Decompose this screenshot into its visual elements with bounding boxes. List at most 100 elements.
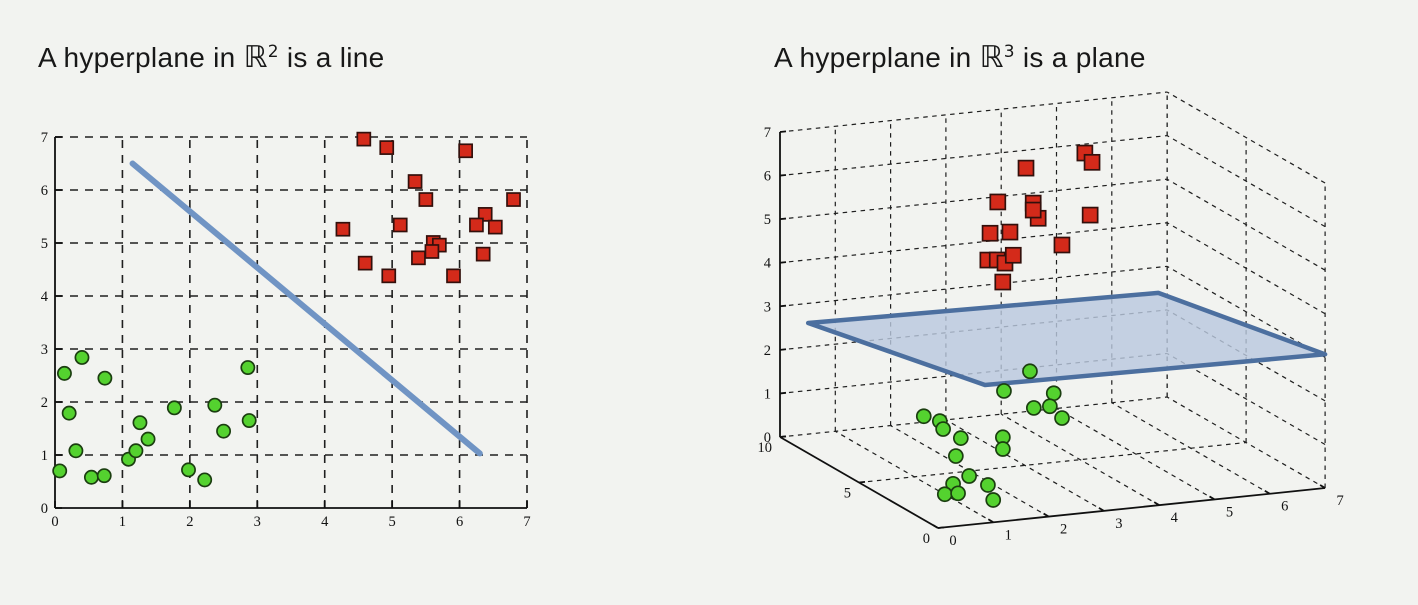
x-tick-label: 1 [119,514,126,530]
x-tick [1098,507,1105,512]
sidewall-gridline [1166,352,1326,445]
data-point-red [981,224,999,242]
data-point-green [995,441,1011,457]
title-text-prefix: A hyperplane in [38,42,244,73]
floor-gridline [945,419,1105,512]
z-tick [779,304,787,308]
data-point-red [418,192,434,207]
data-point-green [1025,400,1042,416]
separating-line [129,160,483,457]
data-point-green [140,431,156,447]
data-point-red [989,193,1007,211]
x-tick-label: 2 [1060,522,1067,538]
z-tick [779,217,787,221]
title-exponent: 2 [267,42,279,62]
data-point-red [407,174,423,189]
x-tick-label: 3 [1115,516,1122,532]
x-tick-label: 5 [1226,504,1233,520]
floor-gridline [1000,413,1160,506]
floor-gridline [1056,407,1215,500]
data-point-red [411,250,426,266]
right-chart-title: A hyperplane in ℝ3 is a plane [774,40,1146,75]
data-point-red [357,255,373,271]
data-point-red [381,268,397,284]
sidewall-gridline [1166,222,1326,315]
data-point-green [935,421,951,437]
floor-gridline [858,441,1247,484]
data-point-red [356,131,372,147]
data-point-green [96,468,112,484]
x-tick-label: 3 [254,514,261,530]
data-point-green [181,462,196,478]
x-tick-label: 1 [1005,527,1012,543]
z-tick-label: 0 [764,430,771,446]
separating-plane [805,290,1328,388]
sidewall-gridline [1166,135,1326,228]
data-point-red [1017,159,1035,177]
y-tick-label: 10 [758,440,773,456]
backwall-gridline [779,135,1168,177]
y-tick-label: 1 [41,448,48,464]
data-point-red [994,273,1012,291]
data-point-green [241,413,257,428]
backwall-gridline [779,178,1168,220]
y-tick [937,526,945,529]
data-point-red [1024,201,1042,219]
y-tick-label: 5 [41,236,48,252]
z-tick-label: 4 [764,256,772,272]
y-tick-label: 0 [41,501,48,517]
data-point-green [61,405,77,421]
data-point-red [392,217,408,233]
data-point-red [1081,206,1099,224]
x-tick-label: 7 [1336,493,1343,509]
backwall-gridline [779,265,1168,307]
data-point-green [52,463,68,479]
data-point-red [1083,153,1101,171]
z-tick-label: 3 [764,299,771,315]
data-point-red [458,143,473,159]
data-point-green [216,423,232,439]
data-point-green [240,360,256,375]
data-point-green [128,443,144,459]
x-tick-label: 2 [186,514,193,530]
data-point-red [469,217,484,233]
y-tick-label: 5 [844,486,851,502]
backwall-gridline [779,222,1168,264]
data-point-green [915,408,932,425]
x-tick-label: 6 [1281,499,1288,515]
z-tick-label: 5 [764,212,771,228]
double-struck-r-symbol: ℝ [243,40,268,75]
data-point-green [952,430,969,446]
data-point-green [950,485,966,502]
data-point-green [74,350,90,365]
data-point-green [197,472,213,488]
x-tick [1209,495,1215,501]
data-point-green [948,448,964,464]
data-point-red [335,221,351,237]
data-point-red [1001,223,1019,241]
data-point-green [97,370,113,386]
y-tick-label: 3 [41,342,48,358]
title-text-prefix: A hyperplane in [774,42,980,73]
data-point-red [1053,236,1071,254]
x-tick-label: 4 [1171,510,1179,526]
data-point-green [207,397,223,413]
z-tick-label: 2 [764,343,771,359]
title-text-suffix: is a plane [1014,42,1146,73]
data-point-green [68,443,84,459]
x-tick [1319,484,1326,489]
y-tick [858,481,866,484]
double-struck-r-symbol: ℝ [979,40,1004,75]
y-tick-label: 7 [41,130,48,146]
data-point-red [487,219,503,235]
data-point-red [477,207,493,222]
data-point-green [1022,363,1038,380]
floor-gridline [779,396,1168,438]
data-point-red [475,246,491,262]
y-tick-label: 6 [41,183,48,199]
data-point-green [996,383,1012,399]
x-tick [1264,489,1271,495]
z-tick [779,391,787,395]
